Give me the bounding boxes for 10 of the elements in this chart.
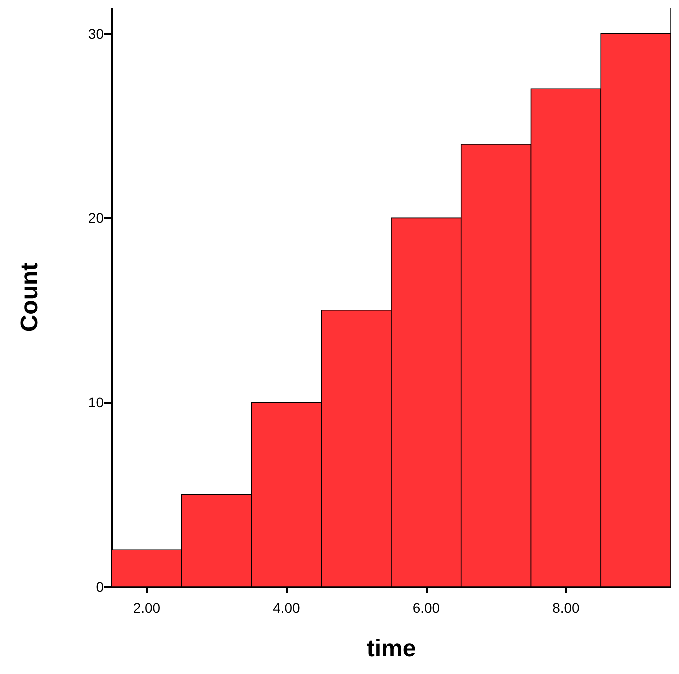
y-tick-label: 0 <box>96 579 104 595</box>
x-tick-label: 4.00 <box>273 600 301 616</box>
y-tick-label: 10 <box>88 394 104 411</box>
x-tick-label: 6.00 <box>412 600 440 616</box>
y-tick-label: 20 <box>88 210 104 226</box>
y-axis-title: Count <box>16 262 44 332</box>
x-tick-label: 2.00 <box>133 600 161 616</box>
x-axis-title: time <box>366 636 416 662</box>
y-tick-label: 30 <box>88 26 104 42</box>
x-tick-label: 8.00 <box>552 600 580 616</box>
